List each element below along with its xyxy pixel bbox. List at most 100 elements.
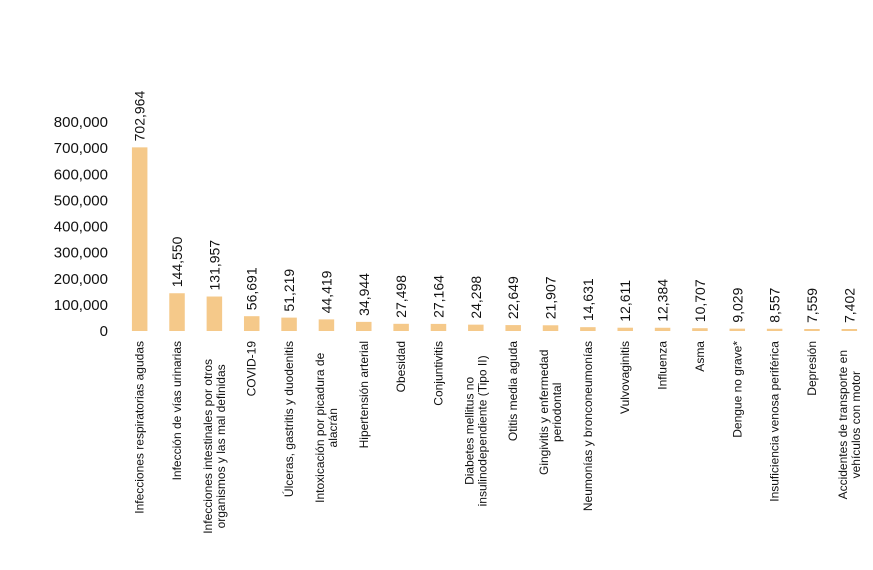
bar bbox=[617, 327, 633, 331]
category-label-line: Obesidad bbox=[394, 341, 408, 392]
category-label: Influenza bbox=[656, 341, 670, 390]
category-label: Intoxicación por picadura dealacrán bbox=[313, 352, 340, 502]
category-label: Asma bbox=[693, 341, 707, 372]
y-tick-label: 400,000 bbox=[54, 219, 108, 236]
data-label: 34,944 bbox=[356, 273, 372, 316]
category-label-line: Gingivitis y enfermedad bbox=[537, 350, 551, 475]
category-label: Vulvovaginitis bbox=[618, 341, 632, 414]
y-axis: 0 100,000 200,000 300,000 400,000 500,000 600,… bbox=[54, 114, 108, 340]
x-axis: Infecciones respiratorias agudas Infecció… bbox=[133, 341, 863, 534]
category-label-line: Insuficiencia venosa periférica bbox=[768, 341, 782, 502]
category-label-line: Neumonías y bronconeumonías bbox=[581, 341, 595, 511]
data-label: 14,631 bbox=[580, 278, 596, 321]
data-label: 144,550 bbox=[169, 236, 185, 287]
category-label-line: Úlceras, gastritis y duodenitis bbox=[281, 341, 296, 497]
category-label-line: Diabetes mellitus no bbox=[462, 377, 476, 485]
data-label: 27,164 bbox=[430, 275, 446, 318]
bar bbox=[505, 325, 521, 331]
data-label: 7,559 bbox=[804, 288, 820, 323]
category-label-line: organismos y las mal definidas bbox=[214, 364, 228, 528]
data-label: 12,611 bbox=[617, 280, 633, 322]
category-label: Gingivitis y enfermedadperiodontal bbox=[537, 350, 564, 475]
category-label: Infecciones intestinales por otrosorgani… bbox=[201, 359, 228, 534]
bar bbox=[318, 319, 335, 331]
bar bbox=[804, 329, 820, 331]
category-label-line: alacrán bbox=[326, 408, 340, 447]
category-label: Infecciones respiratorias agudas bbox=[133, 341, 147, 514]
category-label-line: Accidentes de transporte en bbox=[836, 350, 850, 499]
y-tick-label: 0 bbox=[100, 323, 108, 340]
data-label: 21,907 bbox=[543, 276, 559, 319]
data-label: 22,649 bbox=[505, 276, 521, 319]
category-label-line: Infecciones intestinales por otros bbox=[201, 359, 215, 534]
category-label-line: Influenza bbox=[656, 341, 670, 390]
data-label: 7,402 bbox=[841, 288, 857, 323]
y-tick-label: 800,000 bbox=[54, 114, 108, 131]
category-label: Hipertensión arterial bbox=[357, 341, 371, 448]
bar bbox=[393, 323, 409, 331]
data-label: 8,557 bbox=[767, 288, 783, 323]
category-label-line: Conjuntivitis bbox=[431, 341, 445, 406]
category-label: Otitis media aguda bbox=[506, 341, 520, 441]
category-label: Úlceras, gastritis y duodenitis bbox=[281, 341, 296, 497]
category-label-line: Hipertensión arterial bbox=[357, 341, 371, 448]
data-labels: 702,964 144,550 131,957 56,691 51,219 44,419 3… bbox=[132, 91, 858, 323]
category-label: Neumonías y bronconeumonías bbox=[581, 341, 595, 511]
y-tick-label: 300,000 bbox=[54, 245, 108, 262]
y-tick-label: 500,000 bbox=[54, 192, 108, 209]
bar bbox=[841, 329, 858, 331]
data-label: 27,498 bbox=[393, 275, 409, 318]
category-label: COVID-19 bbox=[245, 341, 259, 397]
category-label-line: Asma bbox=[693, 341, 707, 372]
bar bbox=[654, 327, 671, 331]
bar bbox=[356, 321, 372, 331]
data-label: 51,219 bbox=[281, 269, 297, 312]
category-label: Depresión bbox=[805, 341, 819, 396]
category-label-line: periodontal bbox=[550, 383, 564, 442]
bar bbox=[430, 323, 447, 331]
category-label-line: Dengue no grave* bbox=[730, 341, 744, 438]
data-label: 10,707 bbox=[692, 279, 708, 322]
category-label: Infección de vías urinarias bbox=[170, 341, 184, 480]
category-label-line: Infección de vías urinarias bbox=[170, 341, 184, 480]
bar bbox=[131, 147, 148, 331]
category-label-line: Otitis media aguda bbox=[506, 341, 520, 441]
category-label-line: Infecciones respiratorias agudas bbox=[133, 341, 147, 514]
y-tick-label: 700,000 bbox=[54, 140, 108, 157]
data-label: 131,957 bbox=[206, 240, 222, 291]
bar bbox=[206, 296, 223, 331]
bar bbox=[169, 293, 185, 331]
category-label: Conjuntivitis bbox=[431, 341, 445, 406]
category-label: Dengue no grave* bbox=[730, 341, 744, 438]
category-label: Insuficiencia venosa periférica bbox=[768, 341, 782, 502]
bar bbox=[468, 324, 484, 331]
data-label: 9,029 bbox=[729, 287, 745, 322]
bar bbox=[281, 317, 297, 331]
bar bbox=[542, 325, 559, 331]
category-label-line: Depresión bbox=[805, 341, 819, 396]
category-label-line: COVID-19 bbox=[245, 341, 259, 397]
y-tick-label: 100,000 bbox=[54, 297, 108, 314]
category-label: Diabetes mellitus noinsulinodependiente … bbox=[462, 355, 489, 506]
bar bbox=[729, 328, 746, 331]
data-label: 12,384 bbox=[655, 279, 671, 322]
category-label: Obesidad bbox=[394, 341, 408, 392]
data-label: 24,298 bbox=[468, 276, 484, 319]
category-label: Accidentes de transporte envehículos con… bbox=[836, 350, 863, 499]
category-label-line: Vulvovaginitis bbox=[618, 341, 632, 414]
category-label-line: insulinodependiente (Tipo II) bbox=[475, 355, 489, 506]
bar bbox=[766, 328, 783, 331]
data-label: 56,691 bbox=[244, 267, 260, 310]
bars bbox=[131, 147, 858, 331]
bar bbox=[580, 327, 596, 331]
bar bbox=[243, 316, 260, 331]
y-tick-label: 200,000 bbox=[54, 271, 108, 288]
category-label-line: Intoxicación por picadura de bbox=[313, 352, 327, 502]
data-label: 702,964 bbox=[132, 91, 148, 142]
bar bbox=[692, 328, 708, 331]
data-label: 44,419 bbox=[318, 270, 334, 313]
category-label-line: vehículos con motor bbox=[849, 371, 863, 478]
y-tick-label: 600,000 bbox=[54, 166, 108, 183]
